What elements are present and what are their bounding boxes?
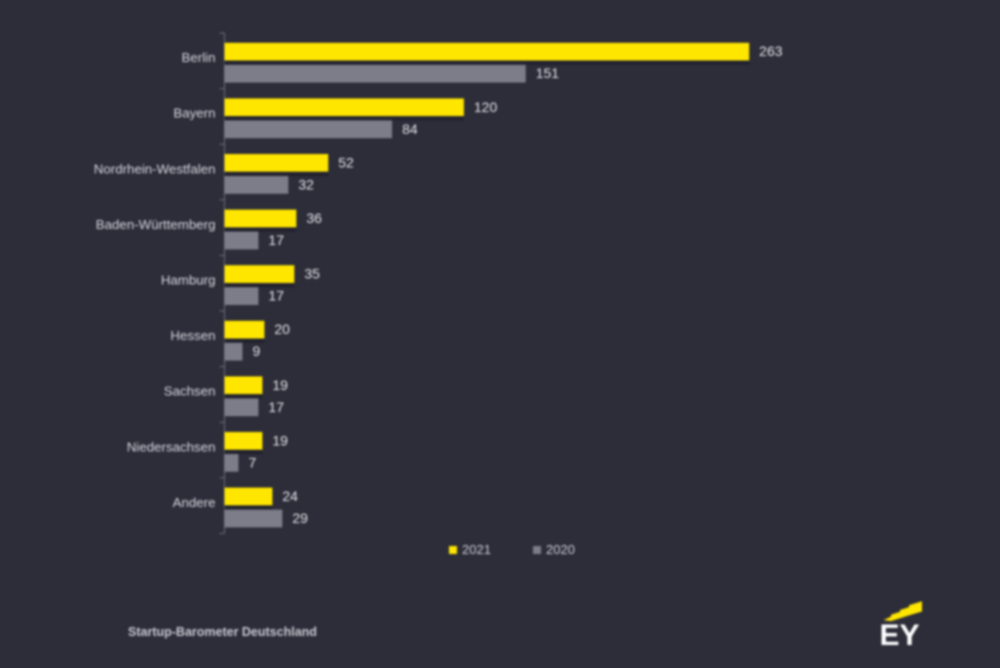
svg-text:Bayern: Bayern (173, 106, 215, 121)
svg-text:Niedersachsen: Niedersachsen (127, 439, 216, 454)
svg-text:Berlin: Berlin (182, 50, 216, 65)
svg-text:Startup-Barometer Deutschland: Startup-Barometer Deutschland (128, 625, 317, 639)
svg-text:17: 17 (268, 288, 284, 304)
svg-text:17: 17 (268, 399, 284, 415)
svg-text:Sachsen: Sachsen (164, 384, 216, 399)
svg-text:Andere: Andere (173, 495, 216, 510)
svg-text:Hessen: Hessen (170, 328, 215, 343)
svg-text:120: 120 (474, 99, 498, 115)
svg-text:20: 20 (274, 321, 290, 337)
svg-text:2020: 2020 (546, 542, 575, 557)
svg-text:Baden-Württemberg: Baden-Württemberg (96, 217, 216, 232)
svg-text:24: 24 (282, 488, 298, 504)
svg-text:19: 19 (272, 377, 288, 393)
svg-text:35: 35 (304, 266, 320, 282)
svg-text:19: 19 (272, 432, 288, 448)
svg-text:52: 52 (338, 154, 354, 170)
svg-text:17: 17 (268, 232, 284, 248)
svg-text:32: 32 (298, 176, 314, 192)
svg-text:9: 9 (252, 343, 260, 359)
svg-text:Hamburg: Hamburg (161, 273, 216, 288)
svg-text:2021: 2021 (462, 542, 491, 557)
svg-text:29: 29 (292, 510, 308, 526)
svg-text:263: 263 (759, 43, 783, 59)
svg-text:7: 7 (248, 454, 256, 470)
svg-text:36: 36 (306, 210, 322, 226)
svg-text:84: 84 (402, 121, 418, 137)
svg-text:151: 151 (536, 65, 560, 81)
svg-text:EY: EY (880, 619, 920, 648)
svg-text:Nordrhein-Westfalen: Nordrhein-Westfalen (94, 161, 216, 176)
